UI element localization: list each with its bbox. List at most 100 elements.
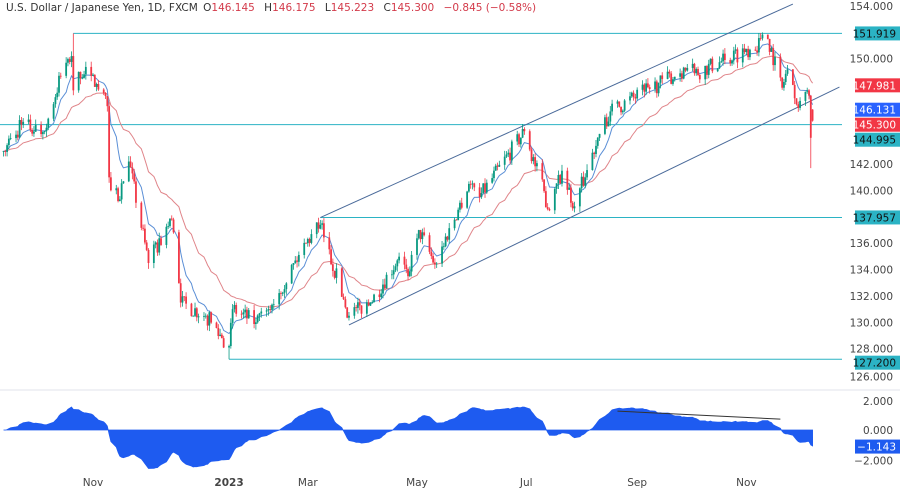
candle-up bbox=[722, 49, 724, 66]
candle-down bbox=[473, 182, 476, 192]
candle-up bbox=[507, 149, 510, 158]
candle-body bbox=[428, 235, 431, 252]
current-price-badge: 145.300 bbox=[853, 117, 900, 132]
candle-body bbox=[122, 181, 125, 184]
candle-down bbox=[367, 299, 370, 307]
candle-body bbox=[79, 71, 82, 79]
candle-body bbox=[247, 310, 250, 319]
time-tick-label: Mar bbox=[298, 477, 318, 489]
candle-body bbox=[203, 316, 205, 317]
candle-up bbox=[7, 135, 10, 150]
candle-body bbox=[195, 308, 198, 318]
candle-up bbox=[115, 184, 118, 195]
channel-lower-line bbox=[348, 86, 840, 326]
candle-up bbox=[731, 59, 733, 66]
candle-body bbox=[56, 92, 59, 98]
candle-up bbox=[516, 130, 519, 146]
candle-body bbox=[34, 124, 37, 132]
candle-down bbox=[344, 296, 347, 309]
candle-body bbox=[391, 274, 393, 276]
candle-body bbox=[648, 87, 651, 90]
candle-body bbox=[367, 302, 370, 306]
time-axis[interactable]: Nov 2023 Mar May Jul Sep Nov bbox=[83, 477, 757, 489]
candle-body bbox=[670, 73, 673, 84]
candle-body bbox=[265, 310, 268, 312]
candle-body bbox=[183, 296, 186, 298]
candle-body bbox=[691, 63, 694, 68]
candle-body bbox=[494, 165, 497, 171]
candle-body bbox=[516, 134, 519, 142]
candle-up bbox=[709, 58, 712, 66]
candle-body bbox=[754, 49, 757, 51]
candle-body bbox=[507, 152, 510, 155]
candle-body bbox=[321, 223, 324, 225]
candle-up bbox=[654, 77, 656, 93]
candle-body bbox=[131, 167, 134, 174]
candle-down bbox=[190, 302, 193, 317]
candle-body bbox=[256, 315, 259, 323]
candle-up bbox=[43, 130, 46, 135]
candle-body bbox=[228, 346, 230, 348]
candle-down bbox=[779, 53, 782, 82]
candle-body bbox=[806, 90, 809, 92]
candle-body bbox=[630, 92, 633, 97]
candle-body bbox=[292, 263, 295, 265]
candle-down bbox=[135, 177, 137, 208]
level-price-badge-text: 151.919 bbox=[853, 28, 896, 40]
candle-up bbox=[459, 200, 461, 213]
candle-up bbox=[197, 313, 200, 324]
candle-up bbox=[441, 240, 443, 267]
candle-up bbox=[641, 80, 644, 96]
price-tick-label: 154.000 bbox=[850, 1, 893, 13]
candle-down bbox=[546, 203, 549, 211]
candle-down bbox=[333, 270, 336, 280]
candle-body bbox=[145, 242, 148, 250]
candle-down bbox=[29, 114, 32, 132]
candle-body bbox=[469, 183, 472, 185]
candle-body bbox=[759, 38, 762, 39]
candle-up bbox=[457, 207, 460, 221]
slow-ma-badge-bg bbox=[855, 78, 900, 93]
level-price-badge-text: 144.995 bbox=[853, 135, 896, 147]
candle-body bbox=[441, 246, 443, 264]
candle-up bbox=[595, 139, 597, 158]
candle-up bbox=[757, 32, 760, 57]
candle-up bbox=[636, 87, 639, 101]
candle-down bbox=[305, 242, 307, 244]
candle-body bbox=[54, 97, 57, 105]
time-tick-label: Sep bbox=[627, 477, 647, 489]
candle-body bbox=[747, 48, 750, 58]
candle-down bbox=[108, 102, 111, 183]
fast-ma-badge: 146.131 bbox=[853, 102, 900, 117]
price-axis[interactable]: 154.000 151.919 150.000 147.981 146.131 145.3… bbox=[850, 1, 900, 468]
candle-up bbox=[33, 126, 35, 137]
candle-up bbox=[745, 48, 748, 56]
chart-legend: U.S. Dollar / Japanese Yen, 1D, FXCM O14… bbox=[6, 2, 542, 14]
candle-body bbox=[546, 207, 549, 210]
candle-up bbox=[321, 220, 324, 230]
time-tick-label: Nov bbox=[736, 477, 757, 489]
candle-up bbox=[2, 150, 5, 157]
candle-body bbox=[22, 121, 25, 125]
candle-up bbox=[666, 66, 669, 80]
candle-body bbox=[181, 296, 184, 303]
candle-up bbox=[95, 82, 98, 92]
candle-up bbox=[34, 119, 37, 133]
candle-body bbox=[693, 63, 696, 74]
candle-up bbox=[695, 67, 698, 76]
candle-down bbox=[729, 57, 732, 67]
candle-down bbox=[670, 71, 673, 85]
candle-body bbox=[655, 81, 658, 94]
candle-down bbox=[147, 248, 150, 269]
candle-down bbox=[811, 109, 814, 122]
candle-up bbox=[371, 300, 374, 304]
candle-down bbox=[206, 314, 209, 331]
candle-body bbox=[505, 154, 508, 157]
candle-up bbox=[749, 48, 751, 61]
candle-body bbox=[455, 219, 458, 221]
candle-body bbox=[521, 129, 524, 138]
candle-body bbox=[659, 75, 662, 83]
level-price-badge-bg bbox=[855, 355, 900, 370]
high-value: 146.175 bbox=[272, 2, 316, 14]
